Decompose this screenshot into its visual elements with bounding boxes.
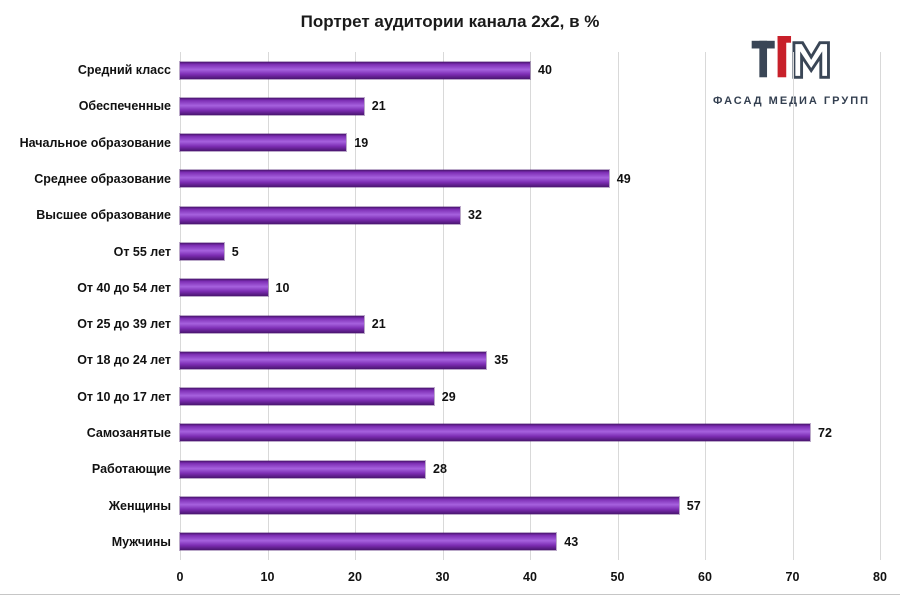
company-name: ФАСАД МЕДИА ГРУПП [712, 95, 871, 107]
x-tick-label: 10 [260, 570, 275, 584]
category-label: Начальное образование [19, 135, 171, 150]
bars: 40 21 19 49 32 5 10 21 35 29 72 28 57 43 [180, 52, 880, 560]
category-label: От 10 до 17 лет [77, 389, 171, 404]
fasad-media-group-icon [751, 36, 830, 79]
gridline [705, 52, 706, 560]
bar [180, 97, 364, 115]
x-tick-label: 40 [523, 570, 537, 584]
category-label: Средний класс [77, 63, 171, 78]
gridline [267, 52, 269, 560]
bar-row: 21 [180, 306, 880, 342]
x-tick-label: 50 [610, 570, 625, 584]
bar-row: 32 [180, 197, 880, 233]
bar-row: 57 [180, 487, 880, 523]
category-label: Высшее образование [36, 208, 171, 223]
bar [180, 351, 487, 369]
bar-row: 72 [180, 415, 880, 451]
x-tick-label: 70 [785, 570, 800, 584]
bar-value-label: 35 [494, 353, 509, 368]
gridline [617, 52, 619, 560]
bar-value-label: 29 [441, 389, 456, 404]
category-labels: Средний класс Обеспеченные Начальное образ… [10, 52, 180, 560]
bar [180, 388, 434, 406]
chart-title: Портрет аудитории канала 2х2, в % [300, 12, 600, 31]
bar-value-label: 28 [433, 462, 447, 477]
gridline [180, 52, 181, 560]
category-label: От 25 до 39 лет [77, 317, 171, 332]
bar-value-label: 32 [468, 208, 482, 223]
category-label: Женщины [108, 498, 171, 513]
bar [180, 460, 425, 478]
bar-value-label: 10 [275, 280, 290, 295]
x-tick-label: 60 [698, 570, 712, 584]
category-label: Самозанятые [86, 425, 171, 440]
bar-value-label: 57 [686, 498, 701, 513]
category-label: Среднее образование [34, 171, 171, 186]
x-tick-label: 80 [873, 570, 887, 584]
bar [180, 243, 224, 261]
gridline [880, 52, 881, 560]
bar [180, 61, 530, 79]
x-axis: 0 10 20 30 40 50 60 70 80 [176, 570, 887, 588]
bar-value-label: 49 [616, 171, 631, 186]
footer-divider [0, 594, 900, 595]
bar-row: 10 [180, 270, 880, 306]
bar [180, 170, 609, 188]
category-label: Обеспеченные [78, 99, 171, 114]
x-tick-label: 0 [176, 570, 184, 584]
gridline [442, 52, 444, 560]
bar-value-label: 21 [371, 99, 386, 114]
bar [180, 497, 679, 515]
bar-value-label: 72 [818, 425, 832, 440]
bar [180, 315, 364, 333]
gridline [530, 52, 531, 560]
gridline [355, 52, 356, 560]
bar-row: 49 [180, 161, 880, 197]
bar-row: 35 [180, 342, 880, 378]
bar-row: 21 [180, 88, 880, 124]
bar-row: 29 [180, 379, 880, 415]
bar [180, 424, 810, 442]
bar-chart: Средний класс Обеспеченные Начальное образ… [10, 52, 881, 560]
bar-value-label: 43 [564, 534, 579, 549]
bar-value-label: 21 [371, 317, 386, 332]
plot-area: 40 21 19 49 32 5 10 21 35 29 72 28 57 43 [180, 52, 881, 560]
bar [180, 279, 268, 297]
bar-value-label: 5 [231, 244, 239, 259]
category-label: От 18 до 24 лет [77, 353, 171, 368]
bar-row: 5 [180, 233, 880, 269]
category-label: Мужчины [111, 534, 171, 549]
bar [180, 134, 347, 152]
x-tick-label: 20 [348, 570, 362, 584]
bar-row: 28 [180, 451, 880, 487]
category-label: От 55 лет [113, 244, 171, 259]
bar-value-label: 40 [538, 63, 552, 78]
bar [180, 533, 557, 551]
bar [180, 206, 460, 224]
bar-row: 43 [180, 524, 880, 560]
x-tick-label: 30 [435, 570, 450, 584]
bar-row: 40 [180, 52, 880, 88]
bar-value-label: 19 [354, 135, 369, 150]
gridline [792, 52, 794, 560]
category-label: Работающие [91, 462, 171, 477]
bar-row: 19 [180, 125, 880, 161]
company-logo: ФАСАД МЕДИА ГРУПП [689, 34, 894, 107]
category-label: От 40 до 54 лет [77, 280, 171, 295]
